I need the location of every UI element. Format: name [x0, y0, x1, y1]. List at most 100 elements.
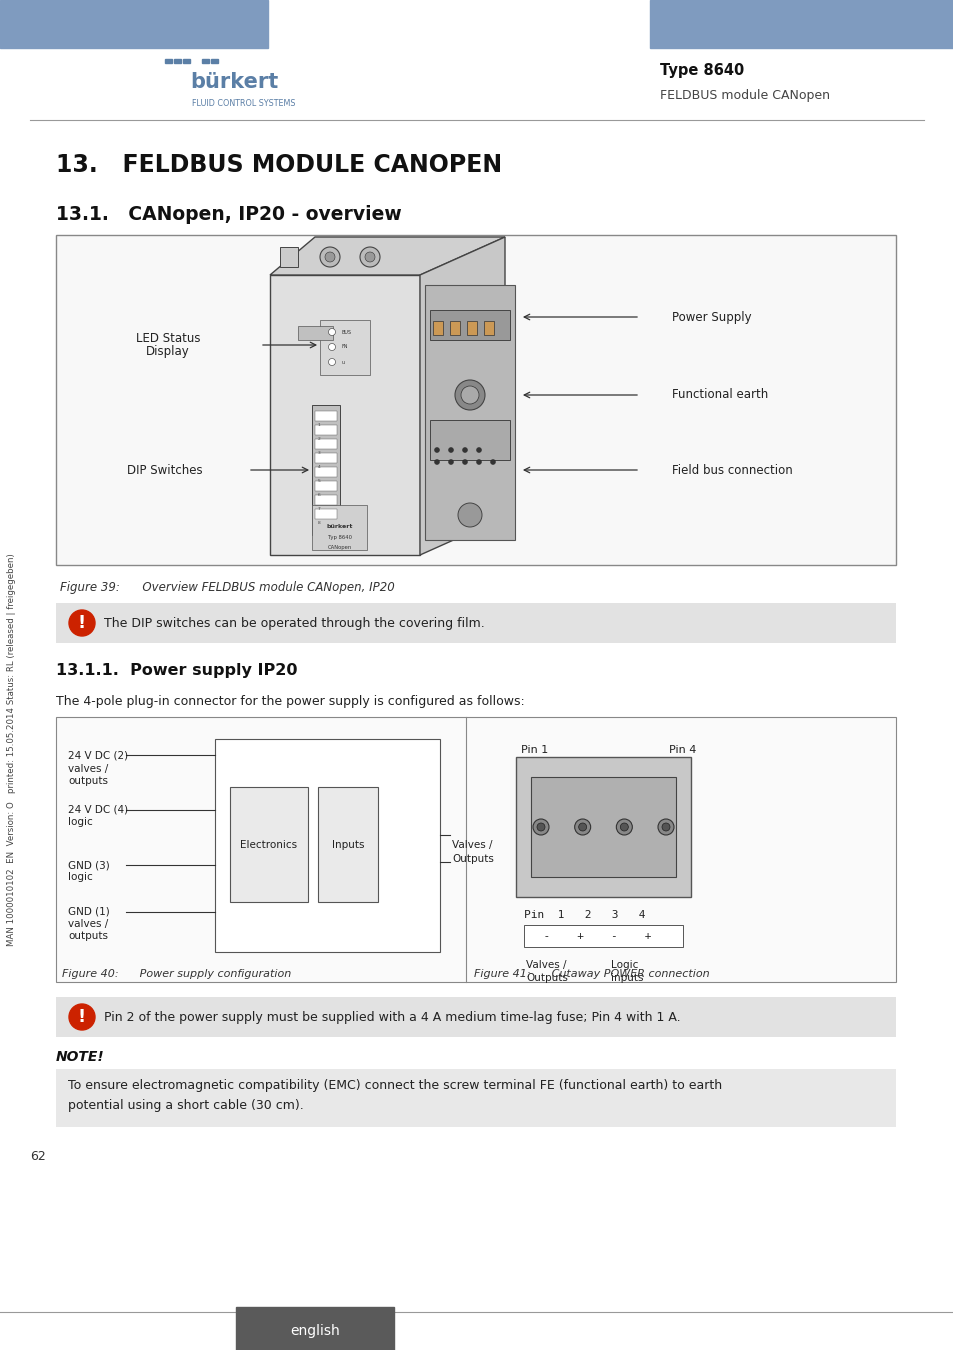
Circle shape	[476, 459, 481, 464]
Bar	[235, 1307, 394, 1350]
Text: NOTE!: NOTE!	[56, 1050, 105, 1064]
Text: 5: 5	[317, 479, 320, 483]
Bar	[202, 59, 209, 63]
Circle shape	[434, 459, 439, 464]
Circle shape	[462, 447, 467, 452]
Bar	[450, 321, 459, 335]
Circle shape	[434, 447, 439, 452]
Text: 24 V DC (2): 24 V DC (2)	[68, 751, 128, 760]
Bar	[649, 0, 953, 49]
Bar	[214, 738, 439, 952]
Bar	[280, 247, 297, 267]
Bar	[211, 59, 218, 63]
Bar	[516, 757, 690, 896]
Bar	[319, 320, 370, 375]
Text: Outputs: Outputs	[525, 973, 567, 983]
Text: 13.   FELDBUS MODULE CANOPEN: 13. FELDBUS MODULE CANOPEN	[56, 153, 501, 177]
Bar	[173, 59, 181, 63]
Circle shape	[448, 447, 453, 452]
Circle shape	[455, 379, 484, 410]
Text: Typ 8640: Typ 8640	[328, 536, 352, 540]
Text: bürkert: bürkert	[327, 525, 353, 529]
Text: valves /: valves /	[68, 764, 108, 774]
Bar	[56, 717, 895, 981]
Circle shape	[328, 343, 335, 351]
Bar	[297, 325, 333, 340]
Bar	[430, 310, 510, 340]
Circle shape	[476, 447, 481, 452]
Text: BUS: BUS	[341, 329, 352, 335]
Text: Functional earth: Functional earth	[671, 389, 767, 401]
Bar	[317, 787, 377, 902]
Circle shape	[537, 824, 544, 832]
Bar	[270, 275, 419, 555]
Bar	[314, 467, 336, 477]
Text: 2: 2	[317, 437, 320, 441]
Bar	[312, 405, 339, 535]
Text: GND (3): GND (3)	[68, 860, 110, 869]
Circle shape	[365, 252, 375, 262]
Bar	[467, 321, 476, 335]
Bar	[531, 778, 676, 878]
Bar	[314, 509, 336, 518]
Circle shape	[328, 359, 335, 366]
Circle shape	[328, 328, 335, 336]
Text: u: u	[341, 359, 345, 364]
Circle shape	[661, 824, 669, 832]
Text: CANopen: CANopen	[328, 544, 352, 549]
Text: Power Supply: Power Supply	[671, 310, 751, 324]
Circle shape	[460, 386, 478, 404]
Text: The DIP switches can be operated through the covering film.: The DIP switches can be operated through…	[104, 617, 484, 629]
Text: FLUID CONTROL SYSTEMS: FLUID CONTROL SYSTEMS	[192, 100, 295, 108]
Text: FELDBUS module CANopen: FELDBUS module CANopen	[659, 89, 829, 101]
Text: Outputs: Outputs	[452, 855, 494, 864]
Bar	[433, 321, 442, 335]
Circle shape	[325, 252, 335, 262]
Text: 3: 3	[317, 451, 320, 455]
Text: Valves /: Valves /	[452, 840, 492, 850]
Circle shape	[619, 824, 628, 832]
Text: Type 8640: Type 8640	[659, 62, 743, 77]
Bar	[314, 495, 336, 505]
Text: 13.1.1.  Power supply IP20: 13.1.1. Power supply IP20	[56, 663, 297, 679]
Text: bürkert: bürkert	[190, 72, 278, 92]
Text: To ensure electromagnetic compatibility (EMC) connect the screw terminal FE (fun: To ensure electromagnetic compatibility …	[68, 1079, 721, 1112]
Text: !: !	[78, 614, 86, 632]
Text: Logic: Logic	[610, 960, 638, 971]
Text: 7: 7	[317, 508, 320, 512]
Bar	[56, 1069, 895, 1127]
Text: 24 V DC (4): 24 V DC (4)	[68, 805, 128, 815]
Circle shape	[616, 819, 632, 836]
Text: logic: logic	[68, 872, 92, 882]
Text: Pin 1: Pin 1	[520, 745, 548, 755]
Circle shape	[448, 459, 453, 464]
Polygon shape	[270, 238, 504, 275]
Text: Figure 39:      Overview FELDBUS module CANopen, IP20: Figure 39: Overview FELDBUS module CANop…	[60, 580, 395, 594]
Text: inputs: inputs	[610, 973, 643, 983]
Circle shape	[457, 504, 481, 526]
Bar	[424, 285, 515, 540]
Text: 8: 8	[317, 521, 320, 525]
Circle shape	[574, 819, 590, 836]
Bar	[312, 505, 367, 549]
Circle shape	[462, 459, 467, 464]
Text: 6: 6	[317, 493, 320, 497]
Text: outputs: outputs	[68, 931, 108, 941]
Text: Pin 2 of the power supply must be supplied with a 4 A medium time-lag fuse; Pin : Pin 2 of the power supply must be suppli…	[104, 1011, 679, 1023]
Circle shape	[490, 459, 495, 464]
Text: 4: 4	[317, 464, 320, 468]
Text: Figure 41:      Cutaway POWER connection: Figure 41: Cutaway POWER connection	[474, 969, 709, 979]
Text: english: english	[290, 1324, 339, 1338]
Text: Field bus connection: Field bus connection	[671, 463, 792, 477]
Text: Pin  1   2   3   4: Pin 1 2 3 4	[523, 910, 645, 919]
Circle shape	[319, 247, 339, 267]
Bar	[0, 0, 268, 49]
Text: FN: FN	[341, 344, 348, 350]
Bar	[56, 603, 895, 643]
Text: 62: 62	[30, 1150, 46, 1164]
Circle shape	[69, 610, 95, 636]
Circle shape	[359, 247, 379, 267]
Text: Figure 40:      Power supply configuration: Figure 40: Power supply configuration	[62, 969, 291, 979]
Text: -    +    -    +: - + - +	[530, 931, 651, 941]
Text: outputs: outputs	[68, 776, 108, 786]
